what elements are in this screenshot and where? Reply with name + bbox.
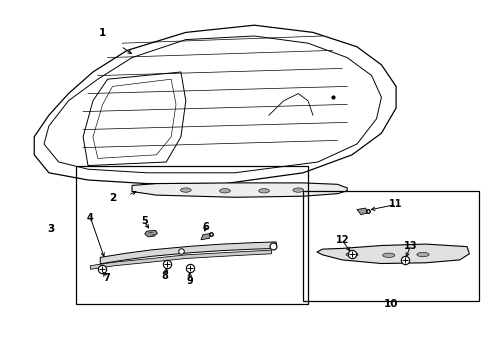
Polygon shape	[144, 230, 157, 237]
Text: 13: 13	[403, 240, 417, 251]
Polygon shape	[100, 242, 276, 264]
Polygon shape	[316, 244, 468, 264]
Text: 10: 10	[383, 299, 398, 309]
Bar	[76, 166, 307, 304]
Ellipse shape	[219, 189, 230, 193]
Text: 3: 3	[48, 224, 55, 234]
Polygon shape	[132, 183, 346, 197]
Ellipse shape	[180, 188, 191, 192]
Text: 11: 11	[388, 199, 402, 210]
Text: 6: 6	[202, 222, 208, 232]
Ellipse shape	[345, 252, 357, 257]
Text: 12: 12	[335, 235, 348, 246]
Ellipse shape	[416, 252, 428, 257]
Text: 7: 7	[103, 273, 110, 283]
Text: 1: 1	[99, 28, 106, 38]
Polygon shape	[201, 233, 211, 240]
Text: 8: 8	[162, 271, 168, 282]
Polygon shape	[356, 208, 367, 215]
Text: 9: 9	[186, 276, 193, 286]
Bar	[303, 191, 478, 301]
Text: 2: 2	[109, 193, 116, 203]
Ellipse shape	[292, 188, 303, 192]
Ellipse shape	[258, 189, 269, 193]
Ellipse shape	[382, 253, 394, 257]
Text: 4: 4	[87, 213, 94, 223]
Text: 5: 5	[141, 216, 147, 226]
Polygon shape	[90, 250, 271, 269]
